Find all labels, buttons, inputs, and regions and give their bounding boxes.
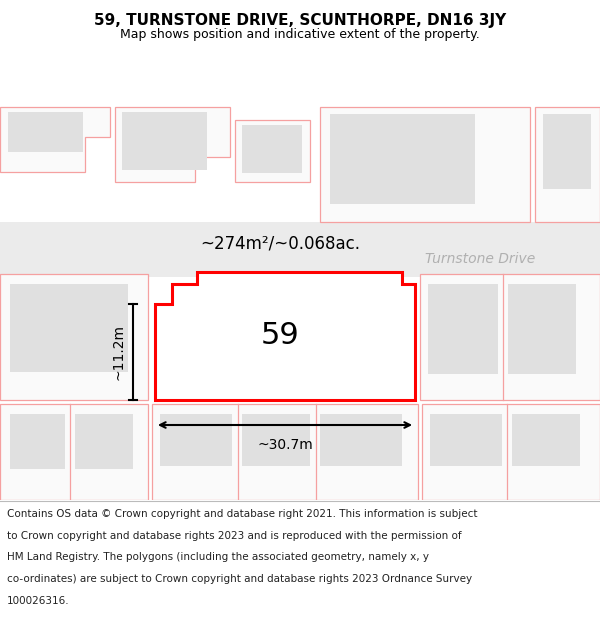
Polygon shape <box>115 107 230 182</box>
Bar <box>320 414 402 466</box>
Text: 59: 59 <box>260 321 299 351</box>
Text: 100026316.: 100026316. <box>7 596 70 606</box>
Bar <box>75 414 133 469</box>
Polygon shape <box>0 404 148 500</box>
Polygon shape <box>320 107 530 222</box>
Text: 59, TURNSTONE DRIVE, SCUNTHORPE, DN16 3JY: 59, TURNSTONE DRIVE, SCUNTHORPE, DN16 3J… <box>94 13 506 28</box>
Bar <box>242 272 347 400</box>
Bar <box>242 125 302 173</box>
Text: to Crown copyright and database rights 2023 and is reproduced with the permissio: to Crown copyright and database rights 2… <box>7 531 462 541</box>
Bar <box>160 414 232 466</box>
Polygon shape <box>152 404 418 500</box>
Bar <box>242 414 310 466</box>
Bar <box>122 112 207 170</box>
Text: HM Land Registry. The polygons (including the associated geometry, namely x, y: HM Land Registry. The polygons (includin… <box>7 552 429 562</box>
Bar <box>10 414 65 469</box>
Polygon shape <box>535 107 600 222</box>
Bar <box>430 414 502 466</box>
Text: ~11.2m: ~11.2m <box>112 324 126 380</box>
Bar <box>0 222 600 277</box>
Polygon shape <box>422 404 600 500</box>
Polygon shape <box>420 274 600 400</box>
Bar <box>8 112 83 152</box>
Bar <box>508 284 576 374</box>
Text: Contains OS data © Crown copyright and database right 2021. This information is : Contains OS data © Crown copyright and d… <box>7 509 478 519</box>
Bar <box>543 114 591 189</box>
Bar <box>512 414 580 466</box>
Text: ~30.7m: ~30.7m <box>257 438 313 452</box>
Bar <box>428 284 498 374</box>
Text: co-ordinates) are subject to Crown copyright and database rights 2023 Ordnance S: co-ordinates) are subject to Crown copyr… <box>7 574 472 584</box>
Polygon shape <box>0 107 110 172</box>
Text: ~274m²/~0.068ac.: ~274m²/~0.068ac. <box>200 234 360 252</box>
Polygon shape <box>155 272 415 400</box>
Polygon shape <box>235 120 310 182</box>
Text: Turnstone Drive: Turnstone Drive <box>425 252 535 266</box>
Text: Map shows position and indicative extent of the property.: Map shows position and indicative extent… <box>120 28 480 41</box>
Bar <box>10 284 128 372</box>
Polygon shape <box>0 274 148 400</box>
Bar <box>330 114 475 204</box>
